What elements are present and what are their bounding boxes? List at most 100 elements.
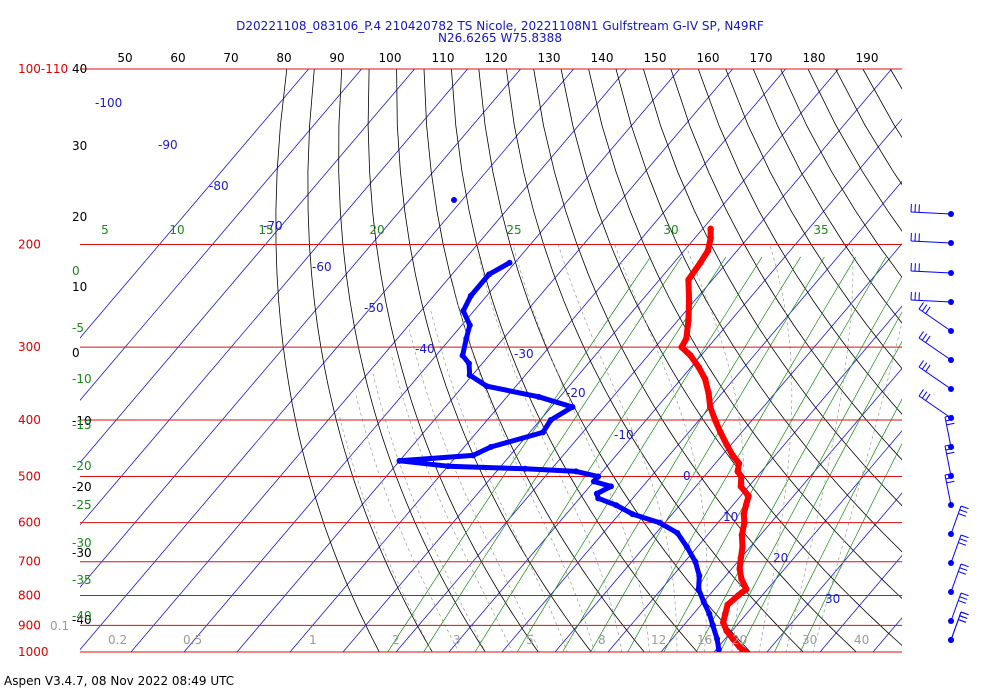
isotherm-label: 0 [683, 469, 691, 483]
isotherm-line [130, 69, 627, 652]
dewpoint-point [506, 259, 513, 266]
moist-adiabat-line [372, 371, 486, 652]
temperature-point [734, 592, 742, 599]
dewpoint-point [460, 307, 467, 314]
temperature-point [738, 473, 745, 480]
dewpoint-point [396, 457, 403, 464]
dry-adiabat-line [973, 69, 1000, 664]
isotherm-line [713, 430, 902, 652]
left-temp-label: 40 [72, 62, 87, 76]
theta-e-label: -15 [72, 418, 92, 432]
theta-top-label: 190 [856, 51, 879, 65]
wind-barb [910, 232, 954, 246]
mixing-ratio-top-label: 10 [169, 223, 184, 237]
pressure-label: 200 [18, 238, 41, 252]
mixing-ratio-bottom-label: 40 [854, 633, 869, 647]
wind-barb-flag [959, 567, 968, 571]
isotherm-line [80, 69, 309, 339]
dewpoint-point [522, 465, 529, 472]
isotherm-line [80, 69, 574, 651]
moist-adiabat-line [451, 279, 595, 652]
dry-adiabat-line [367, 69, 539, 652]
wind-barb-flag [960, 505, 969, 510]
theta-top-label: 120 [485, 51, 508, 65]
temperature-point [707, 225, 714, 233]
dewpoint-point [714, 636, 721, 643]
wind-barb-flag [918, 331, 924, 339]
dewpoint-point [547, 417, 554, 424]
pressure-label: 400 [18, 413, 41, 427]
theta-e-label: -25 [72, 498, 92, 512]
isotherm-label: 10 [723, 510, 738, 524]
left-temp-label: -30 [72, 546, 92, 560]
mixing-ratio-line [423, 256, 682, 652]
wind-barb-flag [960, 592, 969, 597]
temperature-point [735, 460, 743, 467]
theta-e-label: -30 [72, 536, 92, 550]
dry-adiabat-line [725, 69, 902, 370]
wind-barb [910, 291, 954, 305]
temperature-point [687, 352, 694, 359]
dry-adiabat-line [670, 69, 902, 461]
wind-barb [918, 302, 954, 334]
theta-e-label: -35 [72, 573, 92, 587]
dewpoint-point [593, 490, 600, 497]
dry-adiabat-line [945, 69, 1000, 664]
pressure-label: 600 [18, 516, 41, 530]
wind-barb-shaft [944, 416, 952, 448]
isotherm-label: -10 [614, 428, 634, 442]
mixing-ratio-line [387, 256, 651, 652]
dewpoint-point [459, 352, 466, 359]
mixing-ratio-bottom-label: 16 [697, 633, 712, 647]
temperature-point [695, 364, 703, 371]
wind-barb [948, 611, 969, 643]
wind-barb-shaft [918, 395, 952, 419]
dry-adiabat-line [560, 69, 902, 647]
dry-adiabat-line [889, 69, 902, 90]
moist-adiabat-line [338, 413, 433, 652]
theta-e-label: -40 [72, 609, 92, 623]
wind-barb-flag [958, 600, 967, 604]
mixing-ratio-bottom-label: 30 [802, 633, 817, 647]
wind-barb [910, 203, 954, 217]
dry-adiabat-line [780, 69, 902, 278]
dewpoint-point [451, 197, 457, 203]
dry-adiabat-line [643, 69, 902, 507]
mixing-ratio-bottom-label: 8 [598, 633, 606, 647]
wind-barb-flag [958, 542, 967, 546]
isotherm-line [80, 69, 468, 526]
isotherm-line [342, 69, 839, 652]
temperature-point [729, 452, 736, 459]
dewpoint-point [463, 335, 470, 342]
dewpoint-point [465, 360, 472, 367]
isotherm-label: -90 [158, 138, 178, 152]
isotherm-line [819, 554, 902, 652]
moist-adiabat-line [391, 355, 513, 652]
theta-top-label: 100 [379, 51, 402, 65]
dry-adiabat-line [275, 69, 380, 652]
wind-barb-flag [958, 513, 967, 517]
wind-barb-shaft [944, 474, 952, 506]
moist-adiabat-line [478, 256, 623, 652]
wind-barb-shaft [950, 534, 962, 564]
dry-adiabat-line [835, 69, 902, 186]
wind-barb-flag [925, 364, 931, 372]
mixing-ratio-line [799, 442, 902, 652]
wind-barb-shaft [950, 505, 962, 535]
mixing-ratio-line [719, 311, 902, 652]
mixing-ratio-top-label: 5 [101, 223, 109, 237]
moist-adiabat-line [812, 320, 902, 652]
isotherm-label: -30 [514, 347, 534, 361]
wind-barb-flag [958, 571, 967, 575]
temperature-point [701, 375, 709, 383]
temperature-point [723, 440, 730, 448]
isotherm-label: -70 [263, 219, 283, 233]
wind-barb-shaft [950, 611, 962, 641]
mixing-ratio-top-label: 25 [506, 223, 521, 237]
temperature-point [741, 519, 748, 526]
dewpoint-point [467, 292, 474, 299]
theta-top-label: 180 [803, 51, 826, 65]
temperature-point [742, 648, 749, 652]
wind-barb-flag [959, 538, 968, 542]
dewpoint-point [683, 543, 690, 550]
